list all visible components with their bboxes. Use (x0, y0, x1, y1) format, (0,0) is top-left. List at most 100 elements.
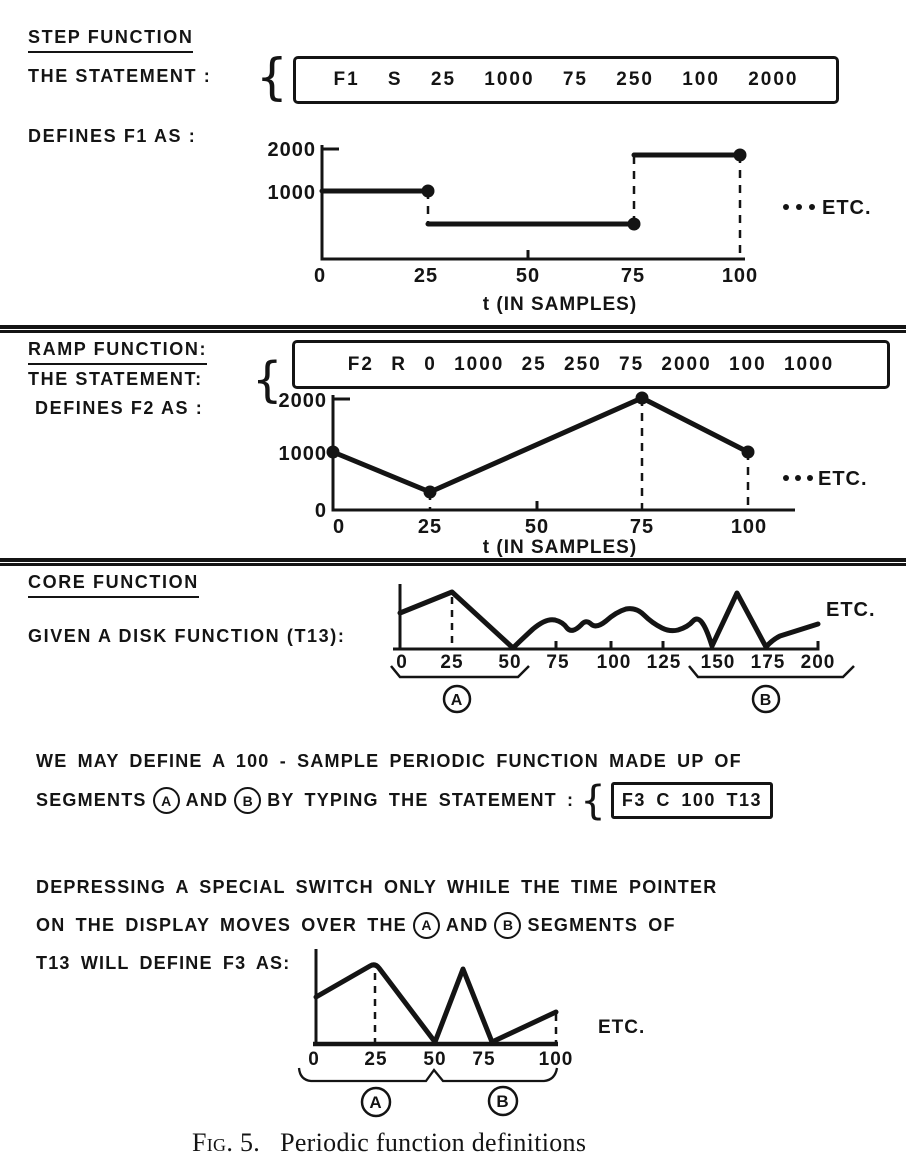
x-tick-label: 125 (647, 652, 682, 673)
ellipsis-dot (807, 475, 813, 481)
x-tick-label: 150 (701, 652, 736, 673)
y-tick-label: 1000 (279, 443, 328, 465)
segment-a-label: A (451, 692, 464, 709)
y-tick-label: 0 (315, 500, 327, 522)
section-divider (0, 325, 906, 333)
x-tick-label: 0 (333, 516, 345, 538)
f3-function-curve (313, 962, 559, 1045)
circled-a-icon: A (412, 911, 440, 939)
ramp-defines-label: DEFINES F2 AS : (35, 398, 204, 418)
paragraph-text: ON THE DISPLAY MOVES OVER THE (36, 914, 407, 935)
caption-text: Periodic function definitions (280, 1128, 587, 1157)
statement-left-brace: { (580, 777, 607, 824)
circled-b-icon: B (234, 787, 262, 814)
section-divider (0, 558, 906, 566)
x-tick-label: 75 (472, 1049, 495, 1070)
x-tick-label: 50 (498, 652, 521, 673)
define-periodic-paragraph: WE MAY DEFINE A 100 - SAMPLE PERIODIC FU… (36, 742, 773, 824)
x-tick-label: 75 (630, 516, 654, 538)
circled-a-icon: A (152, 787, 180, 814)
x-tick-label: 100 (731, 516, 767, 538)
step-left-brace: { (256, 48, 288, 106)
step-section-heading: STEP FUNCTION (28, 27, 194, 53)
y-tick-label: 2000 (268, 139, 317, 161)
x-tick-label: 50 (525, 516, 549, 538)
etc-annotation: ETC. (822, 197, 872, 219)
data-point-marker (627, 217, 641, 231)
f3-function-plot: 0 25 50 75 100 ETC. A B (297, 949, 645, 1118)
segment-a-label: A (369, 1093, 382, 1112)
ellipsis-dot (783, 475, 789, 481)
paragraph-line: T13 WILL DEFINE F3 AS: (36, 944, 717, 982)
ellipsis-dot (796, 204, 802, 210)
x-tick-label: 175 (751, 652, 786, 673)
ramp-section-heading: RAMP FUNCTION: (28, 339, 208, 365)
disk-function-plot: 0 25 50 75 100 125 150 175 200 ETC. A B (390, 584, 876, 714)
circled-a-icon (360, 1086, 392, 1118)
paragraph-text: T13 WILL DEFINE F3 AS: (36, 952, 291, 973)
x-tick-label: 100 (722, 265, 758, 287)
paragraph-text: DEPRESSING A SPECIAL SWITCH ONLY WHILE T… (36, 876, 718, 897)
x-tick-label: 0 (308, 1049, 320, 1070)
etc-annotation: ETC. (826, 599, 876, 621)
figure-caption: Fig. 5. Periodic function definitions (192, 1128, 586, 1158)
segment-b-brace (688, 665, 855, 679)
caption-number: Fig. 5. (192, 1128, 261, 1157)
ramp-function-curve (330, 395, 751, 495)
special-switch-paragraph: DEPRESSING A SPECIAL SWITCH ONLY WHILE T… (36, 868, 717, 982)
segment-a-brace (390, 665, 530, 679)
segment-b-label: B (496, 1092, 509, 1111)
x-axis-label: t (IN SAMPLES) (483, 294, 637, 315)
x-tick-label: 50 (516, 265, 540, 287)
circled-b-icon: B (494, 911, 522, 939)
step-statement-label: THE STATEMENT : (28, 66, 212, 86)
paragraph-text: SEGMENTS (36, 790, 147, 810)
segment-b-label: B (760, 692, 773, 709)
x-tick-label: 25 (364, 1049, 387, 1070)
paragraph-line: SEGMENTS A AND B BY TYPING THE STATEMENT… (36, 777, 773, 824)
x-tick-label: 0 (314, 265, 326, 287)
step-defines-label: DEFINES F1 AS : (28, 126, 197, 146)
step-function-plot: 2000 1000 ETC. 0 25 50 75 100 t (IN SAMP… (268, 139, 872, 315)
ellipsis-dot (809, 204, 815, 210)
paragraph-line: ON THE DISPLAY MOVES OVER THE A AND B SE… (36, 906, 717, 944)
plot-axes (320, 145, 745, 261)
plot-axes (331, 395, 795, 512)
core-section-heading: CORE FUNCTION (28, 572, 199, 598)
x-axis-ticks (554, 641, 665, 649)
data-point-marker (741, 445, 755, 459)
circled-b-icon (487, 1085, 519, 1117)
ellipsis-dot (783, 204, 789, 210)
circled-a-icon (442, 684, 472, 714)
ramp-function-plot: 2000 1000 0 ETC. 0 25 50 75 100 t (IN SA… (279, 390, 868, 558)
x-tick-label: 75 (621, 265, 645, 287)
paragraph-text: AND (185, 790, 229, 810)
step-statement-box: F1 S 25 1000 75 250 100 2000 (293, 56, 839, 104)
paragraph-text: SEGMENTS OF (527, 914, 676, 935)
x-tick-label: 25 (440, 652, 463, 673)
data-point-marker (635, 391, 649, 405)
data-point-marker (733, 148, 747, 162)
etc-annotation: ETC. (818, 468, 868, 490)
etc-annotation: ETC. (598, 1017, 645, 1038)
step-function-curve (319, 152, 743, 227)
x-axis (393, 641, 820, 651)
x-tick-label: 25 (418, 516, 442, 538)
paragraph-line: DEPRESSING A SPECIAL SWITCH ONLY WHILE T… (36, 868, 717, 906)
segment-braces (297, 1067, 559, 1083)
x-tick-label: 100 (539, 1049, 574, 1070)
ramp-left-brace: { (252, 352, 283, 408)
circled-b-icon (751, 684, 781, 714)
data-point-marker (421, 184, 435, 198)
paragraph-line: WE MAY DEFINE A 100 - SAMPLE PERIODIC FU… (36, 742, 773, 781)
y-tick-label: 2000 (279, 390, 328, 412)
y-tick-label: 1000 (268, 182, 317, 204)
x-tick-label: 50 (423, 1049, 446, 1070)
paragraph-text: BY TYPING THE STATEMENT : (267, 790, 575, 810)
data-point-marker (423, 485, 437, 499)
x-tick-label: 0 (396, 652, 408, 673)
x-tick-label: 100 (597, 652, 632, 673)
ramp-statement-label: THE STATEMENT: (28, 369, 203, 389)
paragraph-text: AND (445, 914, 489, 935)
